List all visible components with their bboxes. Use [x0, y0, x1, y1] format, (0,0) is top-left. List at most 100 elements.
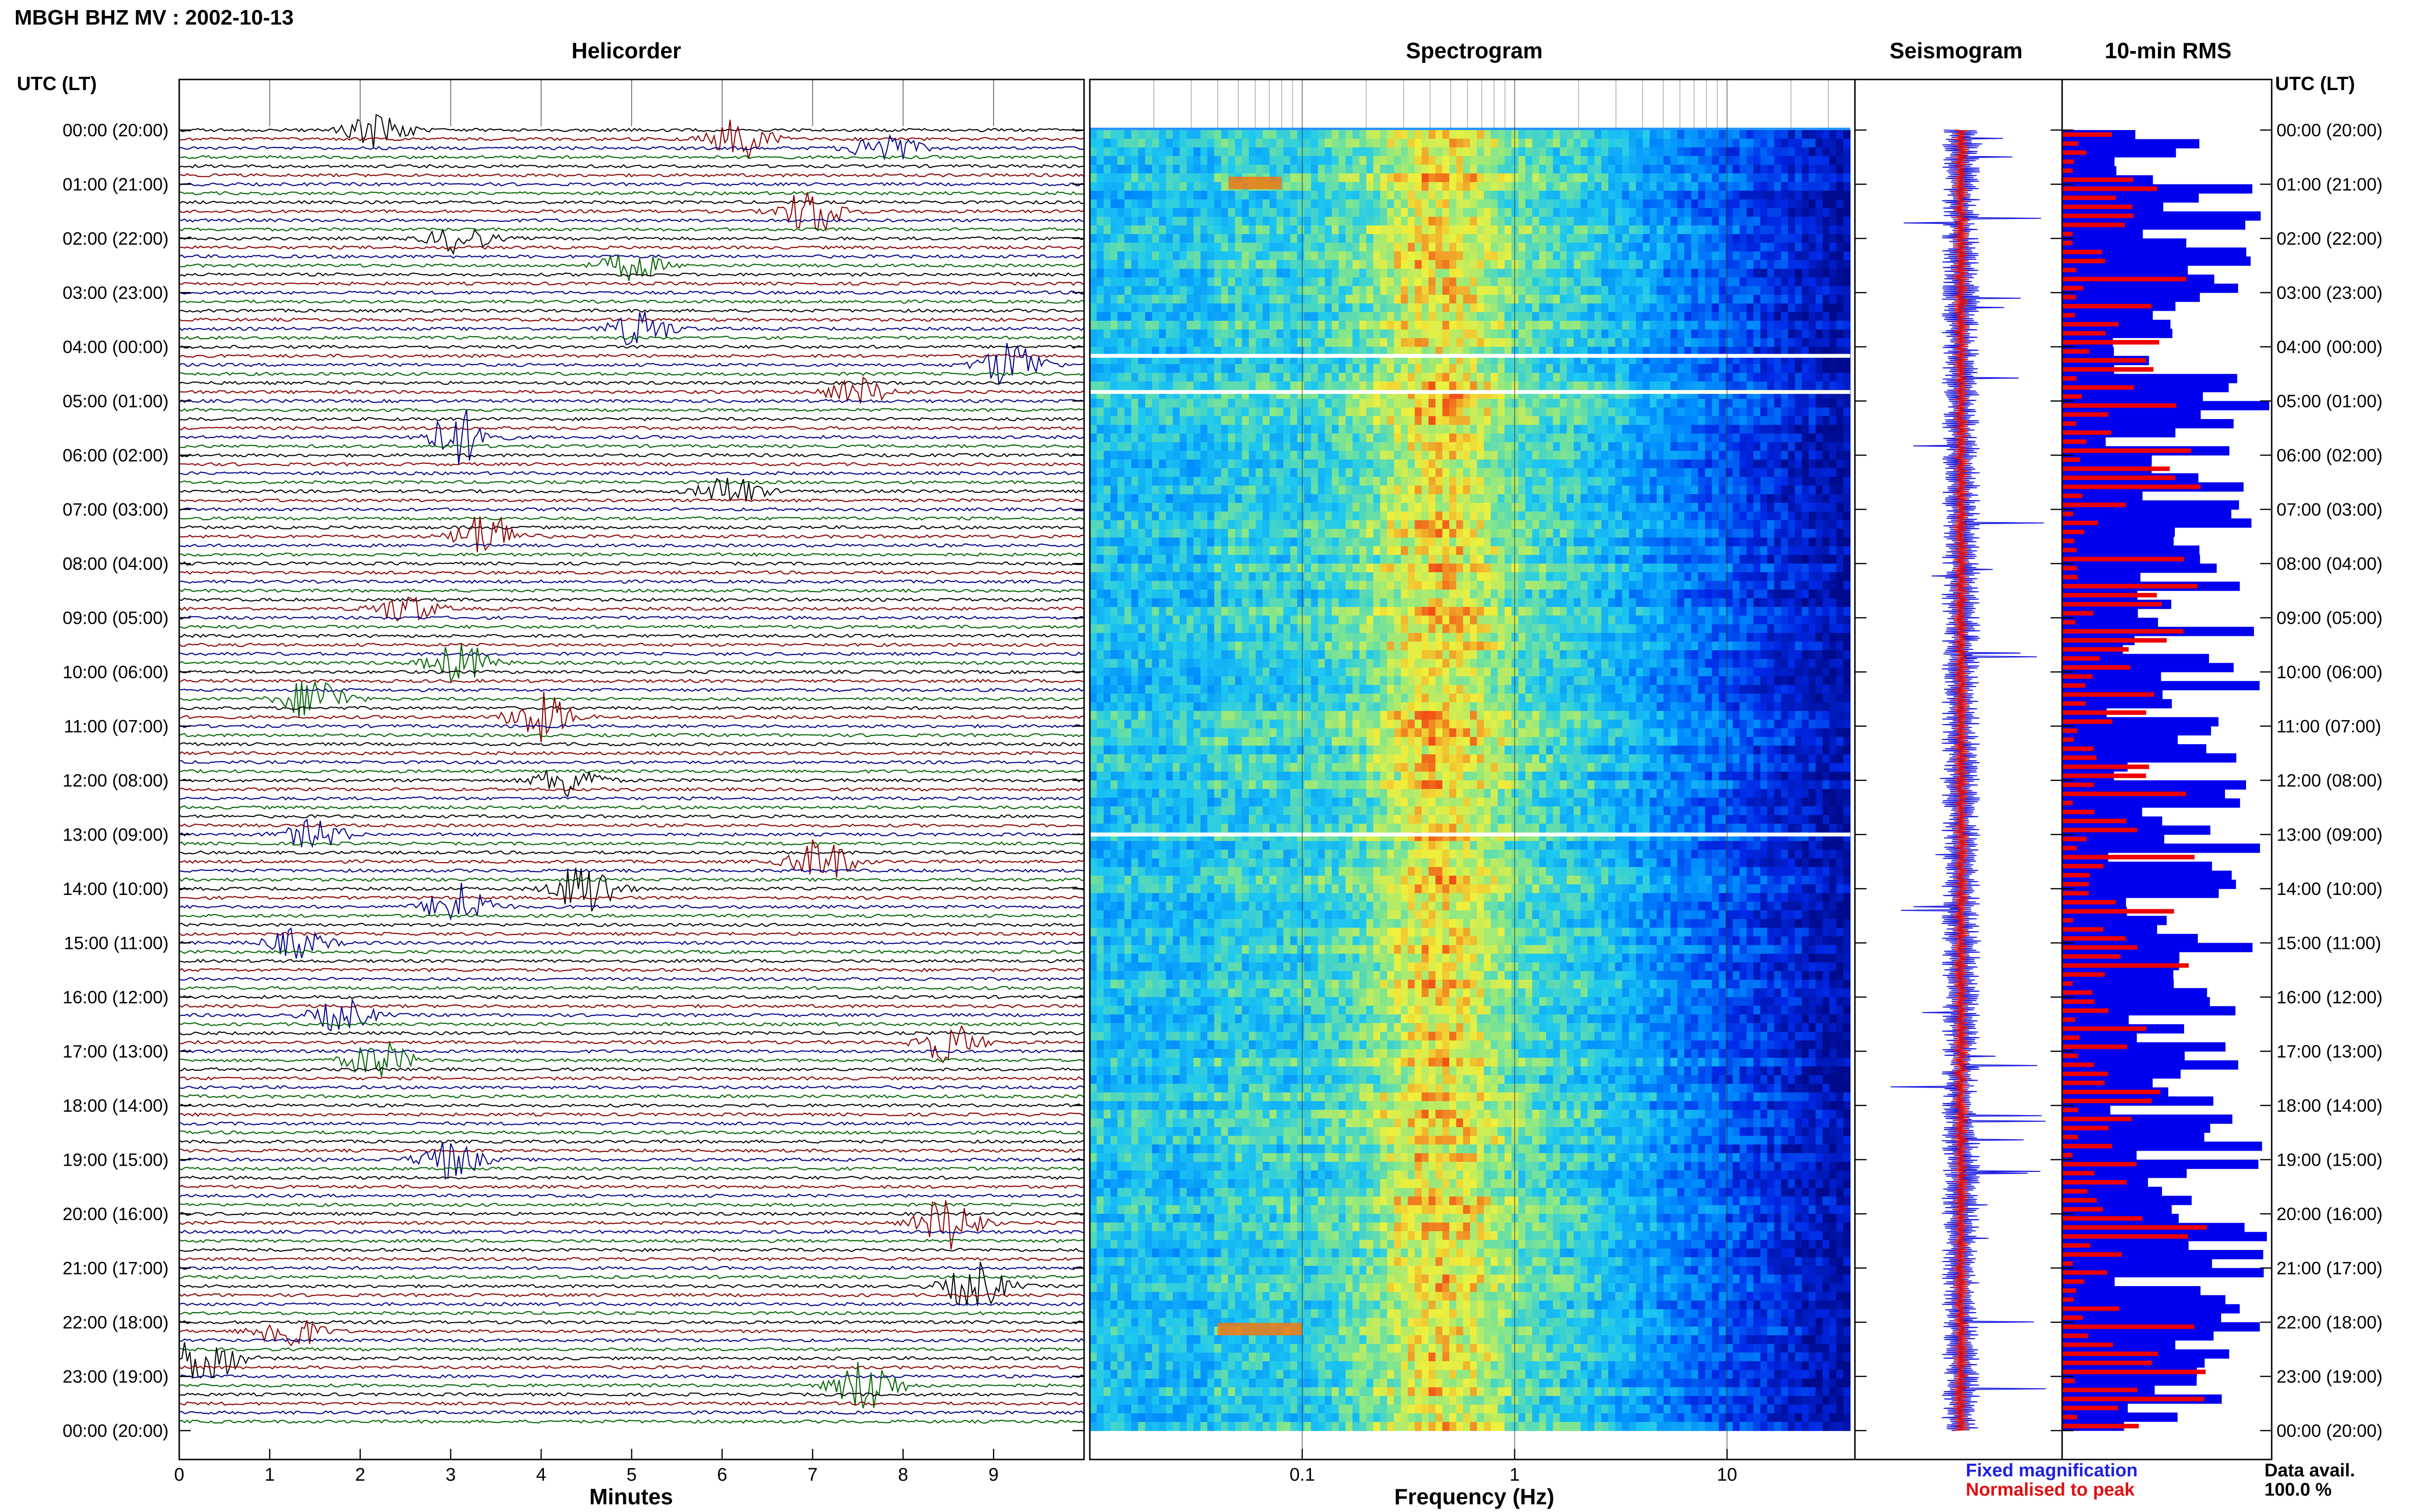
rms-normalised-bar [2062, 250, 2102, 254]
rms-normalised-bar [2062, 845, 2077, 851]
rms-bar [2062, 870, 2232, 880]
rms-normalised-bar [2062, 231, 2073, 237]
rms-bar [2062, 392, 2203, 402]
helicorder-trace [179, 633, 1085, 638]
helicorder-trace [179, 471, 1085, 476]
rms-bar [2062, 1313, 2221, 1323]
rms-normalised-bar [2062, 1279, 2085, 1284]
plot-frame [2061, 79, 2273, 1460]
rms-normalised-bar [2062, 295, 2077, 300]
rms-bar [2062, 265, 2188, 275]
rms-normalised-bar [2062, 502, 2126, 507]
utc-left-tick-label: 05:00 (01:00) [63, 392, 169, 411]
rms-normalised-bar [2062, 548, 2077, 552]
helicorder-trace [179, 299, 1085, 304]
rms-normalised-bar [2062, 195, 2116, 200]
rms-normalised-bar [2062, 1423, 2139, 1429]
rms-bar [2062, 148, 2176, 158]
helicorder-trace [179, 561, 1085, 566]
rms-normalised-bar [2062, 1134, 2078, 1140]
rms-normalised-bar [2062, 1351, 2158, 1356]
utc-left-tick-label: 16:00 (12:00) [63, 987, 169, 1007]
rms-normalised-bar [2062, 1144, 2112, 1149]
utc-left-tick-label: 07:00 (03:00) [63, 500, 169, 520]
helicorder-trace [179, 814, 1085, 819]
rms-bar [2062, 247, 2247, 257]
helicorder-trace [179, 895, 1085, 900]
rms-normalised-bar [2062, 421, 2077, 426]
rms-bar [2062, 1259, 2212, 1269]
rms-bar [2062, 843, 2260, 853]
rms-normalised-bar [2062, 1396, 2204, 1402]
utc-right-tick-label: 14:00 (10:00) [2277, 879, 2383, 899]
helicorder-trace [179, 1042, 1085, 1077]
rms-normalised-bar [2062, 1189, 2088, 1194]
helicorder-trace [179, 1175, 1085, 1180]
helicorder-trace [179, 706, 1085, 710]
rms-normalised-bar [2062, 981, 2073, 986]
helicorder-trace [179, 913, 1085, 918]
utc-left-tick-label: 15:00 (11:00) [64, 933, 169, 953]
rms-normalised-bar [2062, 475, 2175, 480]
rms-normalised-bar [2062, 1315, 2083, 1320]
rms-normalised-bar [2062, 1090, 2160, 1094]
helicorder-trace [179, 1184, 1085, 1189]
rms-normalised-bar [2062, 801, 2073, 805]
utc-right-tick-label: 16:00 (12:00) [2277, 987, 2383, 1007]
helicorder-trace [179, 1410, 1085, 1415]
utc-right-tick-label: 00:00 (20:00) [2277, 120, 2383, 140]
helicorder-trace [179, 1257, 1085, 1262]
helicorder-trace [179, 1094, 1085, 1099]
helicorder-trace [179, 1365, 1085, 1370]
rms-bar [2062, 780, 2246, 790]
rms-normalised-bar [2062, 457, 2080, 462]
rms-normalised-bar [2062, 656, 2100, 661]
helicorder-trace [179, 173, 1085, 178]
rms-normalised-bar [2062, 782, 2094, 788]
utc-left-tick-label: 13:00 (09:00) [63, 825, 169, 845]
rms-normalised-bar [2062, 267, 2077, 273]
helicorder-trace [179, 1139, 1085, 1144]
rms-normalised-bar [2062, 891, 2089, 896]
helicorder-trace [179, 1025, 1085, 1064]
rms-normalised-bar [2062, 1053, 2078, 1058]
helicorder-trace [179, 290, 1085, 295]
rms-normalised-bar [2062, 213, 2134, 218]
rms-normalised-bar [2062, 331, 2105, 336]
rms-normalised-bar [2062, 484, 2201, 489]
helicorder-trace [179, 1022, 1085, 1026]
utc-left-tick-label: 09:00 (05:00) [63, 608, 169, 628]
utc-right-tick-label: 00:00 (20:00) [2277, 1421, 2383, 1441]
helicorder-trace [179, 200, 1085, 205]
helicorder-trace [179, 507, 1085, 512]
rms-bar [2062, 139, 2199, 149]
helicorder-trace [179, 1166, 1085, 1171]
rms-bar [2062, 889, 2219, 898]
utc-right-tick-label: 13:00 (09:00) [2277, 825, 2383, 845]
helicorder-trace [179, 444, 1085, 448]
utc-right-tick-label: 02:00 (22:00) [2277, 229, 2383, 249]
helicorder-trace [179, 245, 1085, 250]
rms-bar [2062, 229, 2143, 239]
spectrogram-title: Spectrogram [1406, 38, 1543, 63]
helicorder-trace [179, 371, 1085, 376]
frequency-tick-label: 1 [1509, 1465, 1520, 1485]
helicorder-trace [179, 1004, 1085, 1009]
rms-bar [2062, 1051, 2185, 1061]
rms-normalised-bar [2062, 1261, 2073, 1266]
minute-tick-label: 9 [989, 1465, 999, 1485]
helicorder-trace [179, 868, 1085, 873]
rms-normalised-bar [2062, 963, 2189, 968]
rms-normalised-bar [2062, 1415, 2078, 1420]
rms-normalised-bar [2062, 1207, 2103, 1212]
helicorder-trace [179, 1248, 1085, 1252]
rms-normalised-bar [2062, 539, 2075, 543]
utc-right-tick-label: 04:00 (00:00) [2277, 337, 2383, 357]
rms-normalised-bar [2062, 204, 2132, 210]
minute-tick-label: 8 [898, 1465, 908, 1485]
helicorder-trace [179, 354, 1085, 358]
rms-normalised-bar [2062, 575, 2078, 579]
helicorder-trace [179, 552, 1085, 557]
rms-normalised-bar [2062, 286, 2083, 290]
rms-bar [2062, 166, 2117, 176]
